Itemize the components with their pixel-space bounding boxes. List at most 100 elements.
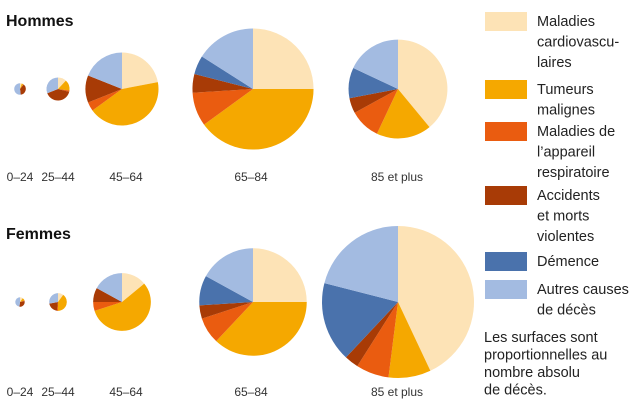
pie-slice [201,28,253,89]
panel-title: Femmes [6,226,71,243]
pie-0-3 [192,28,314,150]
pie-slice [357,302,398,378]
pie-1-4 [322,226,475,379]
pie-slice [58,89,70,92]
legend-label: respiratoire [537,165,610,181]
pie-slice [194,56,253,89]
pie-slice [94,283,151,331]
legend-label: laires [537,55,572,71]
panel-0 [14,28,448,150]
legend-swatch-icon [485,252,527,271]
legend-label: Maladies [537,14,595,30]
pie-slice [49,302,58,311]
age-label: 0–24 [7,385,34,399]
pie-slice [376,89,430,139]
age-label: 45–64 [109,170,143,184]
pie-slice [93,288,122,302]
legend-swatch-icon [485,122,527,141]
legend-swatch-icon [485,280,527,299]
footnote: de décès. [484,383,547,399]
pie-slice [93,302,122,311]
pie-slice [46,77,58,94]
pie-1-2 [93,273,151,331]
pie-slice [58,294,67,311]
pie-slice [398,226,475,371]
pie-slice [85,75,122,103]
age-label: 65–84 [234,385,268,399]
pie-slice [20,83,22,89]
pie-slice [92,82,159,126]
age-label: 85 et plus [371,170,423,184]
pie-slice [199,276,253,306]
pie-0-1 [46,77,70,101]
pie-slice [14,83,21,95]
pie-slice [353,39,398,89]
pie-slice [88,52,122,89]
age-label: 85 et plus [371,385,423,399]
pie-slice [96,273,122,302]
legend-label: Accidents [537,188,600,204]
pie-slice [324,226,398,302]
pie-slice [20,84,24,89]
legend-item [485,12,527,31]
pie-1-3 [199,248,307,356]
pie-slice [20,297,23,302]
legend-label: Démence [537,254,599,270]
pie-slice [354,89,398,134]
pie-slice [192,89,253,125]
pie-slice [20,83,24,89]
pie-slice [192,73,253,93]
pie-slice [348,67,398,99]
legend-label: l’appareil [537,145,595,161]
panel-title: Hommes [6,13,74,30]
pie-slice [58,80,70,91]
pie-slice [20,298,25,302]
age-label: 65–84 [234,170,268,184]
age-label: 25–44 [41,170,75,184]
age-label: 0–24 [7,170,34,184]
pie-slice [322,283,398,358]
pie-slice [122,273,145,302]
pie-0-2 [85,52,159,126]
legend-swatch-icon [485,12,527,31]
pie-0-0 [14,83,26,95]
legend-label: Maladies de [537,124,615,140]
pie-slice [204,89,314,150]
panel-1 [15,226,475,379]
pie-slice [345,302,398,367]
legend-label: de décès [537,303,596,319]
pie-0-4 [348,39,448,139]
pie-slice [19,301,25,307]
pie-slice [58,293,64,302]
pie-slice [199,302,253,319]
pie-slice [349,89,398,113]
legend-label: malignes [537,103,595,119]
pie-slice [122,52,158,89]
legend-item [485,80,527,99]
legend-label: Tumeurs [537,82,594,98]
legend-item [485,252,527,271]
legend-swatch-icon [485,186,527,205]
pie-slice [216,302,307,356]
pie-slice [253,28,314,89]
pie-slice [253,248,307,302]
pie-slice [15,297,20,307]
footnote: Les surfaces sont [484,330,598,346]
legend-swatch-icon [485,80,527,99]
legend-label: et morts [537,209,589,225]
pie-slice [58,77,66,89]
pie-slice [56,302,58,311]
pie-slice [205,248,253,302]
pie-slice [49,293,58,304]
pie-slice [20,300,25,302]
footnote: proportionnelles au [484,348,607,364]
pie-slice [47,89,70,101]
legend-item [485,186,527,205]
legend-label: cardiovascu- [537,35,619,51]
age-label: 25–44 [41,385,75,399]
legend-item [485,122,527,141]
pie-slice [20,84,26,95]
footnote: nombre absolu [484,365,580,381]
